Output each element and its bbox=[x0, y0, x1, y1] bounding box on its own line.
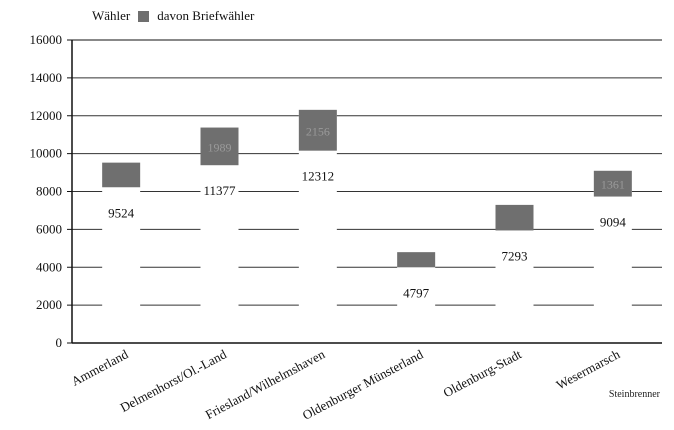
data-label-total: 9524 bbox=[108, 205, 135, 220]
bar-postal bbox=[102, 162, 141, 188]
legend-label-postal: davon Briefwähler bbox=[157, 8, 255, 23]
x-category-label: Oldenburg-Stadt bbox=[441, 346, 525, 400]
y-tick-label: 6000 bbox=[36, 221, 62, 236]
y-tick-label: 16000 bbox=[30, 32, 63, 47]
y-tick-label: 14000 bbox=[30, 70, 63, 85]
legend-label-voters: Wähler bbox=[92, 8, 131, 23]
x-category-label: Ammerland bbox=[69, 346, 131, 389]
data-label-total: 9094 bbox=[600, 215, 627, 230]
data-label-total: 12312 bbox=[302, 169, 335, 184]
data-label-total: 4797 bbox=[403, 285, 430, 300]
y-tick-label: 0 bbox=[56, 335, 63, 350]
bar-postal bbox=[593, 170, 632, 197]
y-tick-label: 8000 bbox=[36, 184, 62, 199]
bar-postal bbox=[495, 204, 534, 231]
bar-total bbox=[102, 162, 141, 343]
legend-swatch-postal bbox=[138, 10, 150, 22]
bar-total bbox=[593, 170, 632, 343]
data-label-total: 7293 bbox=[502, 248, 528, 263]
bar-postal bbox=[298, 109, 337, 151]
y-tick-label: 4000 bbox=[36, 259, 62, 274]
data-label-postal: 2156 bbox=[306, 124, 330, 138]
data-label-total: 11377 bbox=[203, 183, 236, 198]
y-tick-label: 10000 bbox=[30, 146, 63, 161]
bar-postal bbox=[397, 252, 436, 268]
data-label-postal: 1989 bbox=[208, 140, 232, 154]
x-category-label: Wesermarsch bbox=[554, 346, 623, 392]
y-tick-label: 12000 bbox=[30, 108, 63, 123]
y-tick-label: 2000 bbox=[36, 297, 62, 312]
bar-postal bbox=[200, 127, 239, 166]
credit-text: Steinbrenner bbox=[608, 389, 660, 400]
data-label-postal: 1361 bbox=[601, 178, 625, 192]
legend: Wähler davon Briefwähler bbox=[92, 8, 254, 24]
